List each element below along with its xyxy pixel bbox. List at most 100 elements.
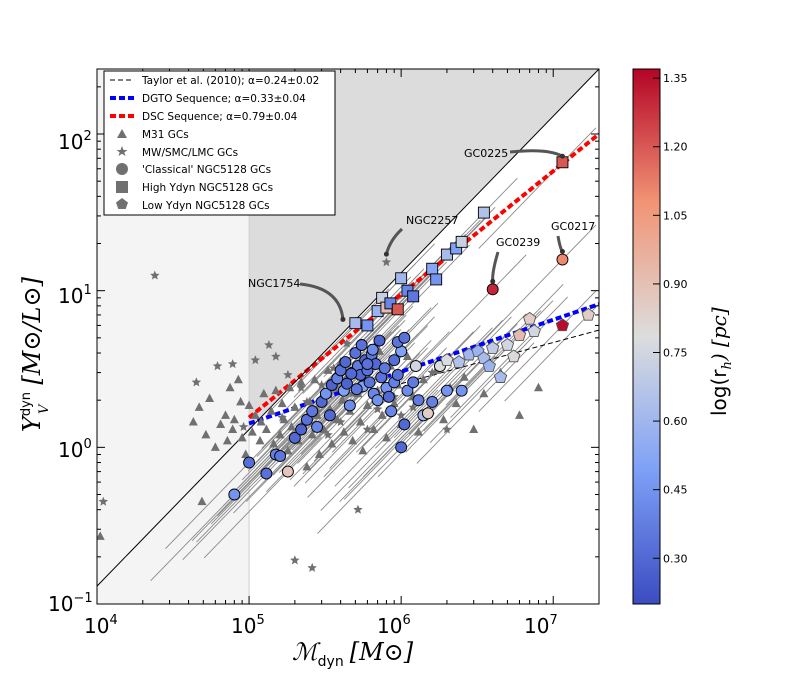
classical-gc-point <box>343 399 356 412</box>
m31-gc-point <box>275 429 285 439</box>
colorbar-tick-label: 0.60 <box>663 415 688 428</box>
classical-gc-point <box>440 384 453 397</box>
m31-gc-point <box>296 377 306 386</box>
high-upsilon-gc-point <box>349 317 362 330</box>
x-tick-label: 105 <box>231 613 265 638</box>
data-points <box>97 156 595 572</box>
mw-gc-point <box>264 340 274 349</box>
m31-gc-point <box>286 421 296 431</box>
m31-gc-point <box>221 410 231 419</box>
x-tick-label: 106 <box>377 613 411 638</box>
error-track <box>278 351 397 473</box>
mw-gc-point <box>227 359 238 369</box>
fit-line-1 <box>248 302 599 426</box>
m31-gc-point <box>290 402 300 411</box>
high-upsilon-gc-point <box>430 273 443 286</box>
mw-gc-point <box>212 361 223 371</box>
error-track <box>429 321 548 443</box>
legend-box <box>103 70 336 216</box>
fit-line-3 <box>97 69 599 587</box>
m31-gc-point <box>307 429 317 439</box>
m31-gc-point <box>283 445 293 455</box>
mw-gc-point <box>250 355 261 365</box>
mw-gc-point <box>296 382 306 392</box>
colorbar-tick-label: 1.35 <box>663 72 688 85</box>
colorbar-gradient <box>632 68 661 605</box>
x-tick-labels: 104 105 106 107 <box>84 613 558 638</box>
legend-label: DSC Sequence; α=0.79±0.04 <box>142 111 298 123</box>
mw-gc-point <box>353 504 363 514</box>
m31-gc-point <box>225 382 235 392</box>
y-tick-label: 102 <box>58 129 92 154</box>
y-tick-label: 101 <box>58 283 92 308</box>
annotation-arrowhead <box>383 251 389 257</box>
colorbar-tick-label: 0.30 <box>663 552 688 565</box>
m31-gc-point <box>377 410 387 419</box>
mw-gc-point <box>271 351 281 361</box>
x-axis-label: ℳdyn [M⊙] <box>292 638 414 670</box>
error-track <box>317 412 435 534</box>
classical-gc-point <box>319 387 332 400</box>
classical-gc-point <box>426 395 439 408</box>
low-upsilon-gc-point <box>500 337 515 351</box>
classical-gc-point <box>412 394 425 407</box>
mw-gc-point <box>150 270 160 280</box>
legend-star-icon <box>116 146 128 156</box>
annotation-arrowhead <box>559 249 565 255</box>
error-track <box>416 342 535 464</box>
mw-gc-point <box>302 396 312 406</box>
low-upsilon-gc-point <box>452 355 466 368</box>
low-upsilon-gc-point <box>440 353 454 366</box>
classical-gc-point <box>345 367 358 380</box>
m31-gc-point <box>459 372 469 381</box>
plot-frame <box>96 68 600 605</box>
classical-gc-point <box>339 356 352 369</box>
m31-gc-point <box>188 417 198 426</box>
error-track <box>307 376 425 498</box>
m31-gc-point <box>244 400 254 409</box>
m31-gc-point <box>337 395 347 404</box>
high-upsilon-gc-point <box>455 235 468 248</box>
m31-gc-point <box>418 374 428 384</box>
classical-gc-point <box>306 405 319 418</box>
annotation-label: NGC1754 <box>248 277 300 290</box>
mw-gc-point <box>307 562 317 572</box>
error-track <box>399 323 518 445</box>
y-axis-label: Υdyn V[M⊙/L⊙] <box>18 276 52 432</box>
m31-gc-point <box>319 424 329 433</box>
colorbar-tick-label: 0.75 <box>663 347 688 360</box>
error-track <box>203 436 322 559</box>
m31-gc-point <box>479 388 489 398</box>
low-upsilon-gc-point <box>482 359 497 372</box>
high-upsilon-gc-point <box>407 290 420 303</box>
error-track <box>334 365 453 487</box>
colorbar-tick-label: 1.20 <box>663 141 688 154</box>
classical-gc-point <box>486 283 499 296</box>
legend: Taylor et al. (2010); α=0.24±0.02 DGTO S… <box>103 70 336 216</box>
legend-pentagon-icon <box>116 198 128 209</box>
classical-gc-point <box>274 450 287 462</box>
classical-gc-point <box>398 418 411 431</box>
m31-gc-point <box>469 424 479 433</box>
colorbar-tick-label: 0.90 <box>663 278 688 291</box>
mw-gc-point <box>290 555 300 565</box>
classical-gc-point <box>243 456 256 469</box>
annotation-arrow <box>509 149 564 158</box>
annotation-label: NGC2257 <box>406 214 458 227</box>
m31-gc-point <box>533 382 543 392</box>
classical-gc-point <box>355 339 368 351</box>
m31-gc-point <box>229 414 239 424</box>
mw-gc-point <box>396 410 406 420</box>
mw-gc-point <box>362 424 373 434</box>
legend-label: 'Classical' NGC5128 GCs <box>142 164 271 176</box>
classical-gc-point <box>382 390 395 403</box>
m31-gc-point <box>259 388 269 398</box>
mw-gc-point <box>283 369 293 379</box>
classical-gc-point <box>361 358 374 371</box>
legend-label: MW/SMC/LMC GCs <box>142 147 238 159</box>
error-track <box>304 362 423 484</box>
mw-gc-point <box>191 377 202 387</box>
m31-gc-point <box>314 449 324 459</box>
m31-gc-point <box>269 439 279 448</box>
